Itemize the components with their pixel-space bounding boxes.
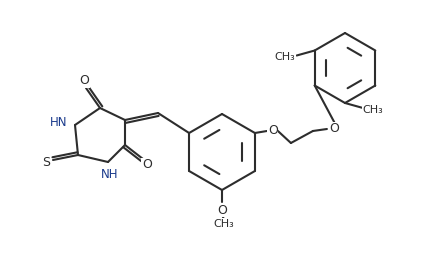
- Text: CH₃: CH₃: [363, 105, 383, 115]
- Text: CH₃: CH₃: [213, 219, 234, 229]
- Text: HN: HN: [50, 117, 68, 130]
- Text: CH₃: CH₃: [274, 52, 295, 63]
- Text: NH: NH: [101, 168, 119, 181]
- Text: O: O: [329, 123, 339, 135]
- Text: O: O: [217, 203, 227, 217]
- Text: S: S: [42, 156, 50, 168]
- Text: O: O: [142, 159, 152, 172]
- Text: O: O: [268, 124, 278, 138]
- Text: O: O: [79, 74, 89, 88]
